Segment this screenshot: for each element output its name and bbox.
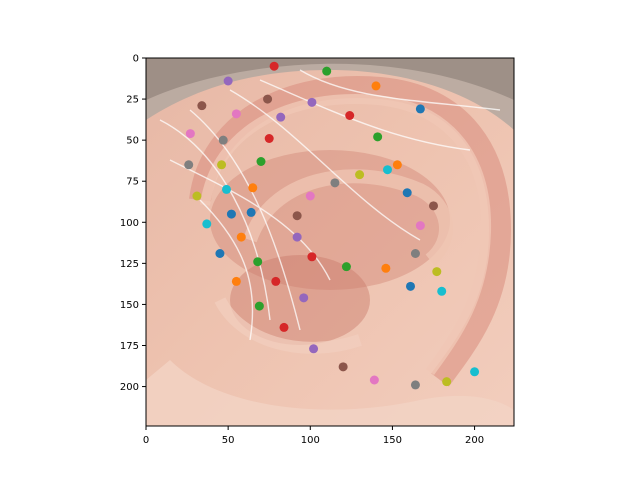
scatter-point — [330, 178, 340, 188]
scatter-point — [373, 132, 383, 142]
y-axis: 0 25 50 75 100 125 150 175 200 — [120, 54, 146, 393]
scatter-point — [402, 188, 412, 198]
scatter-point — [307, 252, 317, 262]
scatter-point — [184, 160, 194, 170]
scatter-point — [223, 76, 233, 86]
x-tick-label: 0 — [143, 435, 149, 446]
scatter-point — [369, 375, 379, 385]
scatter-point — [432, 267, 442, 277]
scatter-point — [381, 263, 391, 273]
scatter-point — [246, 207, 256, 217]
x-tick-label: 200 — [465, 435, 484, 446]
scatter-point — [429, 201, 438, 211]
y-tick-label: 50 — [126, 136, 139, 147]
y-tick-label: 100 — [120, 218, 139, 229]
scatter-point — [406, 281, 415, 291]
scatter-point — [383, 165, 392, 175]
y-tick-label: 75 — [126, 177, 139, 188]
scatter-point — [197, 101, 207, 111]
scatter-point — [215, 249, 225, 258]
scatter-point — [269, 61, 279, 71]
x-tick-label: 100 — [301, 435, 320, 446]
scatter-point — [276, 112, 286, 122]
y-tick-label: 150 — [120, 300, 139, 311]
x-tick-label: 50 — [222, 435, 235, 446]
scatter-point — [218, 135, 228, 145]
scatter-point — [410, 380, 420, 390]
scatter-point — [292, 232, 302, 242]
axes-frame — [145, 57, 515, 427]
scatter-point — [192, 191, 202, 201]
scatter-point — [442, 377, 452, 387]
y-tick-label: 25 — [126, 95, 139, 106]
scatter-point — [231, 109, 241, 119]
scatter-point — [307, 97, 317, 107]
scatter-point — [299, 293, 309, 303]
y-tick-label: 200 — [120, 382, 139, 393]
scatter-point — [254, 301, 264, 311]
scatter-point — [355, 170, 365, 180]
ear-image — [146, 58, 514, 426]
scatter-point — [345, 111, 355, 120]
scatter-point — [264, 134, 274, 143]
scatter-point — [341, 262, 351, 272]
scatter-point — [305, 191, 315, 201]
scatter-point — [410, 249, 420, 258]
scatter-point — [322, 66, 332, 76]
scatter-point — [415, 104, 425, 114]
scatter-point — [371, 81, 381, 91]
x-axis: 0 50 100 150 200 — [143, 426, 484, 446]
scatter-point — [279, 322, 289, 332]
scatter-point — [236, 232, 246, 242]
scatter-point — [470, 367, 480, 377]
scatter-point — [271, 276, 281, 286]
y-tick-label: 0 — [133, 54, 139, 65]
scatter-point — [231, 276, 241, 286]
scatter-point — [248, 183, 258, 193]
y-tick-label: 125 — [120, 259, 139, 270]
x-tick-label: 150 — [383, 435, 402, 446]
y-tick-label: 175 — [120, 341, 139, 352]
scatter-point — [202, 219, 212, 229]
scatter-point — [437, 286, 447, 296]
scatter-point — [256, 157, 266, 166]
scatter-point — [226, 209, 236, 219]
scatter-point — [263, 94, 273, 104]
scatter-point — [185, 129, 195, 139]
scatter-point — [392, 160, 402, 170]
scatter-point — [338, 362, 348, 372]
scatter-point — [217, 160, 227, 170]
scatter-point — [415, 221, 425, 231]
scatter-point — [309, 344, 319, 354]
scatter-points — [184, 61, 480, 390]
scatter-point — [253, 257, 263, 267]
scatter-point — [222, 184, 231, 194]
scatter-point — [292, 211, 302, 221]
